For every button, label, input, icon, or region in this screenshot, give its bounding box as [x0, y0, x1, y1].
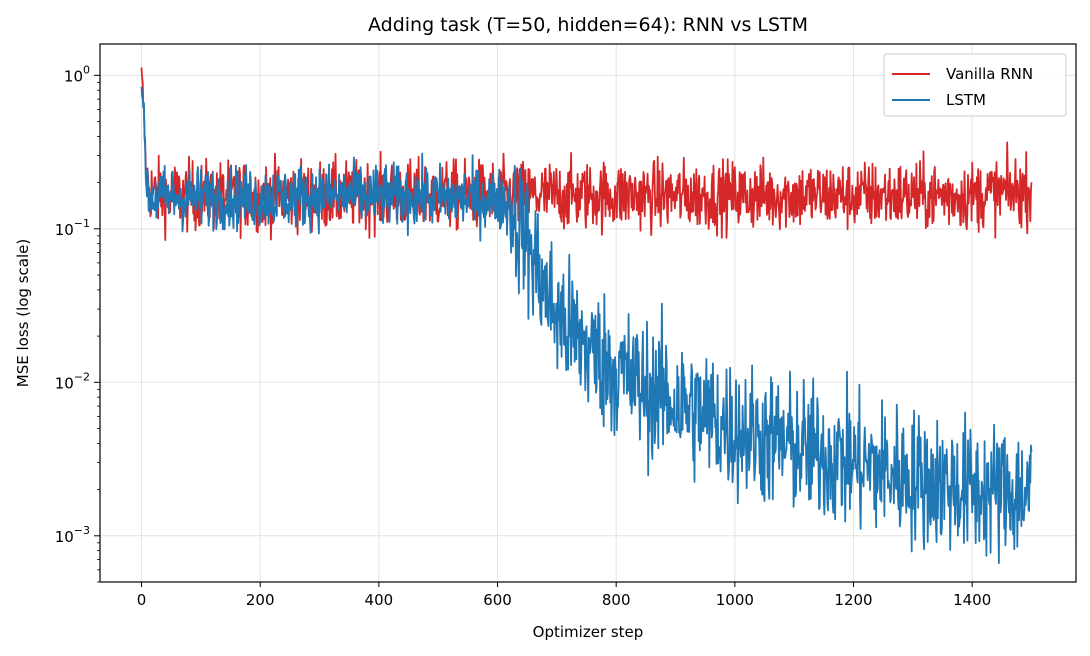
y-tick-label: 10−1 — [55, 217, 90, 239]
chart-title: Adding task (T=50, hidden=64): RNN vs LS… — [368, 14, 808, 36]
legend-label: Vanilla RNN — [946, 65, 1033, 83]
x-axis-label: Optimizer step — [533, 623, 644, 641]
plot-frame — [99, 43, 1077, 583]
x-tick-label: 400 — [365, 591, 394, 609]
y-tick-label: 10−3 — [55, 524, 90, 546]
legend: Vanilla RNN LSTM — [883, 53, 1067, 117]
y-ticks: 100 10−1 10−2 10−3 — [55, 63, 100, 583]
x-tick-label: 1400 — [953, 591, 991, 609]
x-tick-label: 800 — [602, 591, 631, 609]
y-tick-label: 100 — [64, 63, 90, 85]
x-ticks: 0 200 400 600 800 1000 1200 1400 — [137, 582, 991, 609]
x-tick-label: 1200 — [834, 591, 872, 609]
y-axis-label: MSE loss (log scale) — [14, 239, 32, 387]
legend-label: LSTM — [946, 91, 986, 109]
y-tick-label: 10−2 — [55, 370, 90, 392]
x-tick-label: 1000 — [716, 591, 754, 609]
x-tick-label: 200 — [246, 591, 275, 609]
series-line-1 — [140, 86, 1033, 564]
x-tick-label: 0 — [137, 591, 147, 609]
x-tick-label: 600 — [483, 591, 512, 609]
series-layer — [140, 67, 1033, 564]
